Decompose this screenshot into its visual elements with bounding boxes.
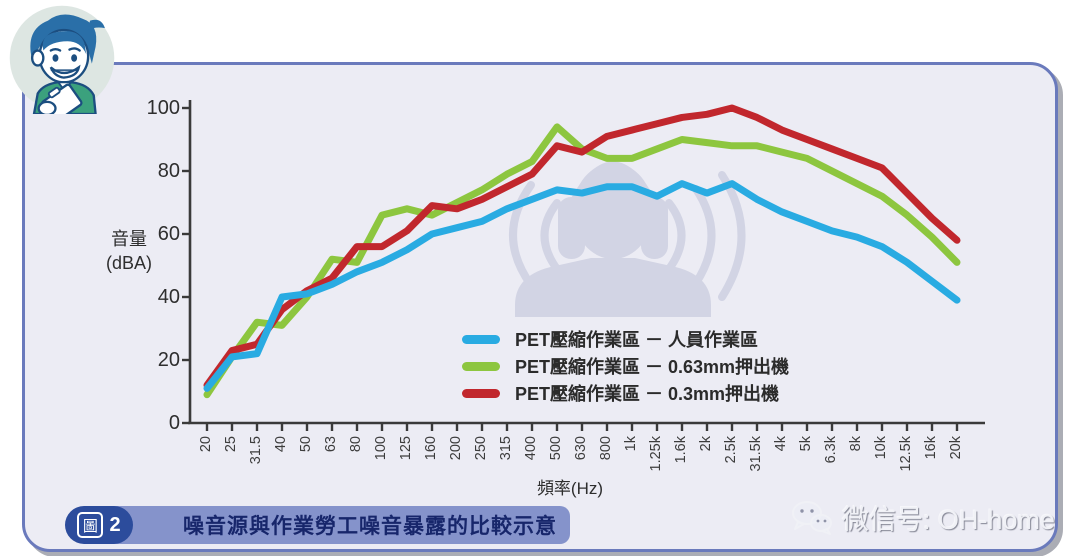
legend-label: PET壓縮作業區 － 人員作業區: [515, 330, 759, 350]
legend-item: PET壓縮作業區 － 人員作業區: [462, 328, 789, 350]
legend-swatch: [462, 388, 500, 398]
legend-item: PET壓縮作業區 － 0.3mm押出機: [462, 382, 789, 404]
wechat-icon: [792, 500, 832, 535]
legend-swatch: [462, 334, 500, 344]
legend-item: PET壓縮作業區 － 0.63mm押出機: [462, 355, 789, 377]
wechat-watermark: 微信号: OH-home: [790, 498, 1055, 537]
figure-number-badge: 圖 2: [65, 506, 133, 544]
badge-prefix: 圖: [77, 512, 104, 538]
wechat-id-text: 微信号: OH-home: [842, 505, 1056, 535]
badge-number: 2: [109, 513, 121, 536]
legend-swatch: [462, 361, 500, 371]
caption-text: 噪音源與作業勞工噪音暴露的比較示意: [183, 515, 557, 538]
caption-bar: 噪音源與作業勞工噪音暴露的比較示意: [103, 506, 570, 544]
legend-label: PET壓縮作業區 － 0.3mm押出機: [515, 384, 780, 404]
legend-label: PET壓縮作業區 － 0.63mm押出機: [515, 357, 790, 377]
chart-panel: [22, 62, 1058, 552]
mascot-icon: [9, 5, 115, 114]
chart-legend: PET壓縮作業區 － 人員作業區 PET壓縮作業區 － 0.63mm押出機 PET壓…: [462, 328, 789, 404]
